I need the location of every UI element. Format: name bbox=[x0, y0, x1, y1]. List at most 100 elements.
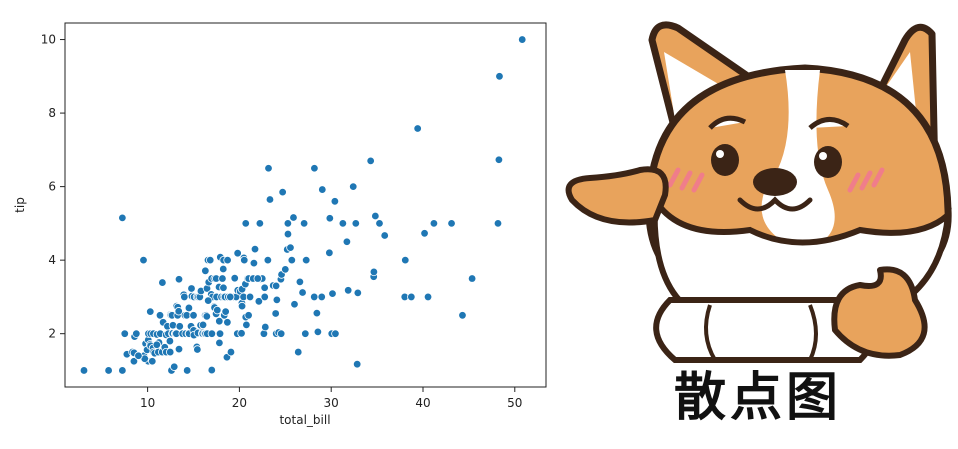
scatter-point bbox=[203, 296, 213, 305]
scatter-point bbox=[298, 288, 307, 297]
scatter-point bbox=[312, 308, 322, 318]
scatter-point bbox=[219, 283, 228, 292]
scatter-point bbox=[242, 320, 251, 330]
scatter-point bbox=[283, 229, 293, 239]
scatter-point bbox=[175, 322, 184, 331]
scatter-point bbox=[193, 345, 202, 354]
scatter-point bbox=[318, 185, 327, 194]
x-tick-label: 50 bbox=[507, 396, 522, 410]
x-axis-ticks: 10 20 30 40 50 bbox=[140, 387, 522, 410]
scatter-point bbox=[253, 274, 262, 283]
x-axis-label: total_bill bbox=[279, 413, 330, 427]
scatter-point bbox=[244, 311, 253, 320]
scatter-point bbox=[493, 219, 503, 228]
scatter-point bbox=[495, 72, 504, 81]
scatter-point bbox=[369, 267, 379, 277]
scatter-point bbox=[226, 292, 235, 302]
scatter-point bbox=[328, 289, 337, 298]
scatter-point bbox=[264, 164, 273, 173]
scatter-point bbox=[218, 274, 227, 283]
scatter-point bbox=[182, 366, 192, 375]
scatter-point bbox=[174, 307, 183, 316]
scatter-point bbox=[286, 243, 295, 252]
scatter-point bbox=[155, 311, 165, 320]
scatter-point bbox=[353, 288, 363, 298]
scatter-point bbox=[174, 344, 184, 354]
scatter-point bbox=[250, 244, 260, 254]
scatter-point bbox=[120, 329, 129, 338]
scatter-point bbox=[313, 327, 323, 337]
scatter-point bbox=[295, 277, 305, 287]
scatter-point bbox=[325, 248, 334, 257]
scatter-point bbox=[134, 351, 143, 360]
scatter-point bbox=[294, 347, 303, 357]
scatter-point bbox=[168, 321, 178, 330]
plot-area-frame bbox=[64, 22, 547, 388]
scatter-point bbox=[223, 255, 232, 265]
scatter-point bbox=[118, 366, 127, 375]
scatter-point bbox=[260, 292, 269, 302]
y-tick-label: 8 bbox=[48, 106, 56, 120]
scatter-point bbox=[447, 219, 456, 228]
scatter-point bbox=[366, 156, 375, 166]
scatter-point bbox=[429, 219, 439, 228]
scatter-point bbox=[165, 336, 175, 346]
scatter-point bbox=[201, 266, 210, 276]
scatter-point bbox=[245, 292, 255, 302]
scatter-point bbox=[165, 347, 175, 357]
scatter-point bbox=[146, 307, 155, 316]
scatter-point bbox=[158, 278, 167, 287]
x-tick-label: 30 bbox=[324, 396, 339, 410]
scatter-point bbox=[330, 197, 340, 206]
x-tick-label: 10 bbox=[140, 396, 155, 410]
scatter-point bbox=[458, 311, 467, 320]
scatter-point bbox=[221, 307, 230, 316]
scatter-point bbox=[254, 297, 264, 306]
scatter-point bbox=[349, 182, 358, 191]
scatter-point bbox=[207, 365, 216, 375]
scatter-point bbox=[230, 273, 239, 283]
scatter-point bbox=[118, 213, 127, 223]
y-axis-ticks: 2 4 6 8 10 bbox=[41, 33, 65, 341]
scatter-point bbox=[170, 362, 179, 371]
scatter-point bbox=[184, 303, 194, 313]
scatter-point bbox=[289, 213, 298, 222]
scatter-point bbox=[152, 340, 161, 349]
scatter-point bbox=[343, 286, 353, 295]
scatter-point bbox=[351, 219, 361, 228]
scatter-point bbox=[206, 255, 215, 265]
scatter-point bbox=[189, 311, 198, 320]
scatter-point bbox=[290, 300, 299, 309]
scatter-point bbox=[237, 301, 247, 311]
scatter-point bbox=[129, 357, 139, 366]
scatter-point bbox=[467, 274, 477, 283]
scatter-point bbox=[187, 284, 196, 293]
mascot-caption: 散点图 bbox=[673, 368, 842, 428]
scatter-point bbox=[263, 255, 273, 265]
scatter-point bbox=[352, 360, 362, 369]
scatter-point bbox=[219, 264, 228, 274]
scatter-point bbox=[283, 219, 293, 228]
y-axis-label: tip bbox=[13, 197, 27, 213]
scatter-point bbox=[407, 292, 416, 302]
scatter-point bbox=[317, 292, 326, 302]
scatter-point bbox=[207, 329, 217, 338]
scatter-point bbox=[287, 255, 297, 265]
scatter-point bbox=[420, 229, 429, 238]
scatter-point bbox=[240, 255, 249, 265]
scatter-point bbox=[148, 357, 157, 366]
scatter-point bbox=[223, 318, 232, 327]
scatter-point bbox=[132, 329, 141, 338]
scatter-point bbox=[249, 258, 259, 268]
scatter-point bbox=[215, 316, 224, 326]
scatter-point bbox=[342, 237, 352, 246]
y-tick-label: 2 bbox=[48, 327, 56, 341]
scatter-point bbox=[331, 329, 340, 338]
scatter-point bbox=[310, 164, 319, 173]
scatter-point bbox=[338, 219, 348, 228]
scatter-point bbox=[375, 219, 384, 228]
scatter-point bbox=[226, 347, 236, 357]
x-tick-label: 20 bbox=[232, 396, 247, 410]
scatter-point bbox=[271, 309, 280, 318]
scatter-point bbox=[371, 211, 380, 221]
